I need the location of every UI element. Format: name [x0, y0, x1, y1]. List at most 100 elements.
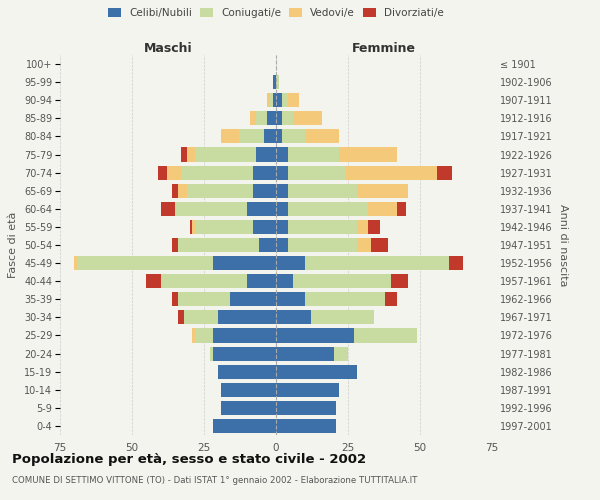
Bar: [77, 256, 212, 270]
Bar: [273, 75, 276, 89]
Bar: [287, 148, 340, 162]
Bar: [253, 184, 276, 198]
Bar: [276, 93, 282, 108]
Bar: [368, 220, 380, 234]
Bar: [172, 184, 178, 198]
Bar: [287, 93, 299, 108]
Bar: [276, 130, 282, 143]
Bar: [305, 256, 449, 270]
Bar: [161, 274, 247, 288]
Text: COMUNE DI SETTIMO VITTONE (TO) - Dati ISTAT 1° gennaio 2002 - Elaborazione TUTTI: COMUNE DI SETTIMO VITTONE (TO) - Dati IS…: [12, 476, 418, 485]
Bar: [212, 346, 276, 360]
Bar: [193, 328, 196, 342]
Bar: [305, 292, 385, 306]
Bar: [178, 310, 184, 324]
Bar: [193, 220, 196, 234]
Text: Popolazione per età, sesso e stato civile - 2002: Popolazione per età, sesso e stato civil…: [12, 452, 366, 466]
Bar: [356, 184, 409, 198]
Bar: [282, 130, 305, 143]
Bar: [276, 148, 287, 162]
Bar: [167, 166, 181, 179]
Bar: [276, 364, 356, 378]
Bar: [334, 346, 348, 360]
Bar: [256, 148, 276, 162]
Bar: [293, 274, 391, 288]
Bar: [181, 166, 253, 179]
Bar: [247, 274, 276, 288]
Bar: [276, 328, 354, 342]
Bar: [397, 202, 406, 216]
Bar: [311, 310, 374, 324]
Bar: [276, 256, 305, 270]
Bar: [161, 202, 175, 216]
Bar: [273, 93, 276, 108]
Bar: [276, 184, 287, 198]
Bar: [212, 419, 276, 433]
Bar: [181, 148, 187, 162]
Bar: [259, 238, 276, 252]
Bar: [287, 238, 356, 252]
Bar: [391, 274, 409, 288]
Bar: [345, 166, 437, 179]
Bar: [437, 166, 452, 179]
Bar: [178, 184, 187, 198]
Bar: [178, 238, 259, 252]
Bar: [196, 220, 253, 234]
Bar: [356, 238, 371, 252]
Bar: [287, 220, 356, 234]
Bar: [270, 93, 273, 108]
Bar: [356, 220, 368, 234]
Bar: [276, 310, 311, 324]
Bar: [196, 328, 212, 342]
Bar: [187, 184, 253, 198]
Bar: [172, 292, 178, 306]
Bar: [253, 220, 276, 234]
Bar: [175, 202, 247, 216]
Text: Femmine: Femmine: [352, 42, 416, 55]
Bar: [218, 310, 276, 324]
Bar: [158, 166, 167, 179]
Bar: [74, 256, 77, 270]
Bar: [187, 148, 196, 162]
Bar: [146, 274, 161, 288]
Bar: [287, 184, 356, 198]
Bar: [276, 238, 287, 252]
Bar: [287, 202, 368, 216]
Bar: [276, 75, 279, 89]
Bar: [276, 220, 287, 234]
Bar: [256, 112, 268, 126]
Bar: [287, 166, 345, 179]
Bar: [340, 148, 397, 162]
Bar: [268, 112, 276, 126]
Bar: [268, 93, 270, 108]
Y-axis label: Anni di nascita: Anni di nascita: [558, 204, 568, 286]
Bar: [178, 292, 230, 306]
Y-axis label: Fasce di età: Fasce di età: [8, 212, 19, 278]
Bar: [184, 310, 218, 324]
Bar: [239, 130, 265, 143]
Bar: [282, 112, 293, 126]
Bar: [354, 328, 417, 342]
Bar: [276, 401, 337, 415]
Bar: [385, 292, 397, 306]
Bar: [218, 364, 276, 378]
Bar: [247, 202, 276, 216]
Bar: [293, 112, 322, 126]
Bar: [305, 130, 340, 143]
Bar: [221, 401, 276, 415]
Bar: [253, 166, 276, 179]
Bar: [212, 256, 276, 270]
Bar: [276, 419, 337, 433]
Bar: [221, 130, 239, 143]
Bar: [212, 328, 276, 342]
Bar: [230, 292, 276, 306]
Bar: [172, 238, 178, 252]
Bar: [368, 202, 397, 216]
Bar: [276, 292, 305, 306]
Bar: [221, 382, 276, 397]
Bar: [210, 346, 212, 360]
Bar: [276, 382, 340, 397]
Bar: [276, 274, 293, 288]
Bar: [276, 346, 334, 360]
Bar: [196, 148, 256, 162]
